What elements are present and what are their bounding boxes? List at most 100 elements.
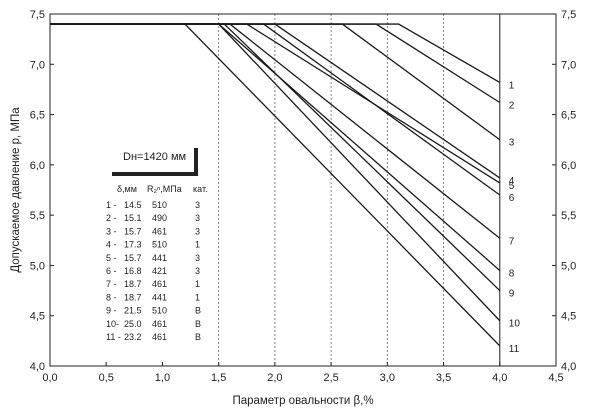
legend-row-8-col-0: 8 -: [106, 292, 117, 302]
x-tick-label-0: 0,0: [42, 372, 57, 384]
series-label-5: 5: [509, 181, 515, 192]
legend-row-1-col-3: 3: [195, 200, 200, 210]
y-tick-label-5: 6,5: [30, 110, 45, 122]
legend-row-9-col-2: 510: [152, 306, 167, 316]
legend-row-3-col-1: 15.7: [124, 226, 142, 236]
legend-row-3-col-0: 3 -: [106, 226, 117, 236]
y-right-tick-label-6: 7,0: [561, 59, 576, 71]
grid: [218, 14, 501, 366]
legend-row-8-col-3: 1: [195, 292, 200, 302]
series-line-11: [50, 23, 501, 347]
x-tick-label-7: 3,5: [436, 372, 451, 384]
legend-row-11-col-1: 23.2: [124, 332, 142, 342]
legend-row-2-col-3: 3: [195, 213, 200, 223]
legend-row-1-col-2: 510: [152, 200, 167, 210]
legend-row-6-col-1: 16.8: [124, 266, 142, 276]
y-tick-label-6: 7,0: [30, 59, 45, 71]
x-tick-label-1: 0,5: [99, 372, 114, 384]
x-tick-label-5: 2,5: [323, 372, 338, 384]
legend-row-6-col-3: 3: [195, 266, 200, 276]
legend-row-5-col-2: 441: [152, 253, 167, 263]
y-ticks: 4,0 4,5 5,0 5,5 6,0 6,5 7,0 7,5: [30, 9, 54, 373]
legend-row-11-col-0: 11 -: [106, 332, 121, 342]
y-axis-label: Допускаемое давление p, МПа: [10, 107, 22, 273]
legend-header: δ,мм R₂ⁿ,МПа кат.: [117, 184, 208, 194]
series-label-3: 3: [509, 138, 515, 149]
series-label-11: 11: [509, 344, 520, 355]
legend-row-9-col-3: В: [195, 306, 201, 316]
legend-row-5-col-0: 5 -: [106, 253, 117, 263]
series-label-6: 6: [509, 193, 515, 204]
legend-row-7-col-3: 1: [195, 279, 200, 289]
legend-row-8-col-1: 18.7: [124, 292, 142, 302]
legend-bracket: [112, 148, 198, 176]
legend-row-11-col-3: В: [195, 332, 201, 342]
y-ticks-right: 4,0 4,5 5,0 5,5 6,0 6,5 7,0 7,5: [552, 9, 576, 373]
legend-row-4-col-3: 1: [195, 240, 200, 250]
y-right-tick-label-1: 4,5: [561, 311, 576, 323]
x-tick-label-8: 4,0: [492, 372, 507, 384]
legend-row-7-col-2: 461: [152, 279, 167, 289]
y-right-tick-label-4: 6,0: [561, 160, 576, 172]
legend-row-8-col-2: 441: [152, 292, 167, 302]
legend-row-10-col-3: В: [195, 319, 201, 329]
y-tick-label-7: 7,5: [30, 9, 45, 21]
y-right-tick-label-2: 5,0: [561, 260, 576, 272]
curve-labels: 1 2 3 456 7 8 9 10 11: [509, 80, 521, 354]
legend: Dн=1420 мм δ,мм R₂ⁿ,МПа кат. 1 - 14.5 510 3 2 …: [106, 148, 208, 342]
legend-row-3-col-3: 3: [195, 226, 200, 236]
series-label-9: 9: [509, 289, 515, 300]
y-tick-label-4: 6,0: [30, 160, 45, 172]
legend-row-9-col-1: 21.5: [124, 306, 142, 316]
legend-row-4-col-1: 17.3: [124, 240, 142, 250]
legend-row-1-col-0: 1 -: [106, 200, 117, 210]
legend-row-1-col-1: 14.5: [124, 200, 142, 210]
legend-header-2: кат.: [193, 184, 208, 194]
legend-row-10-col-2: 461: [152, 319, 167, 329]
legend-row-9-col-0: 9 -: [106, 306, 117, 316]
legend-row-7-col-1: 18.7: [124, 279, 142, 289]
series-label-10: 10: [509, 319, 521, 330]
x-tick-label-3: 1,5: [211, 372, 226, 384]
y-right-tick-label-5: 6,5: [561, 110, 576, 122]
legend-row-4-col-0: 4 -: [106, 240, 117, 250]
legend-row-5-col-3: 3: [195, 253, 200, 263]
plot-frame: [49, 13, 557, 367]
legend-row-4-col-2: 510: [152, 240, 167, 250]
x-tick-label-6: 3,0: [380, 372, 395, 384]
legend-title: Dн=1420 мм: [123, 151, 186, 163]
series-label-4: 4: [509, 176, 515, 187]
legend-row-3-col-2: 461: [152, 226, 167, 236]
legend-row-11-col-2: 461: [152, 332, 167, 342]
series-lines: [50, 23, 501, 347]
series-line-6: [50, 23, 501, 196]
legend-row-2-col-1: 15.1: [124, 213, 142, 223]
legend-header-1: R₂ⁿ,МПа: [147, 184, 182, 194]
x-axis-label: Параметр овальности β,%: [232, 395, 373, 407]
legend-row-10-col-1: 25.0: [124, 319, 142, 329]
y-tick-label-1: 4,5: [30, 311, 45, 323]
legend-rows: 1 - 14.5 510 3 2 - 15.1 490 3 3 - 15.7 461 3 4 - 17.3…: [106, 200, 201, 342]
y-right-tick-label-3: 5,5: [561, 210, 576, 222]
y-tick-label-2: 5,0: [30, 260, 45, 272]
y-tick-label-3: 5,5: [30, 210, 45, 222]
y-right-tick-label-0: 4,0: [561, 361, 576, 373]
x-tick-label-4: 2,0: [267, 372, 282, 384]
legend-row-6-col-2: 421: [152, 266, 167, 276]
legend-row-6-col-0: 6 -: [106, 266, 117, 276]
y-tick-label-0: 4,0: [30, 361, 45, 373]
series-label-7: 7: [509, 236, 515, 247]
series-label-1: 1: [509, 80, 515, 91]
x-ticks: 0,0 0,5 1,0 1,5 2,0 2,5 3,0 3,5 4,0 4,5: [42, 362, 564, 384]
series-label-2: 2: [509, 101, 515, 112]
y-right-tick-label-7: 7,5: [561, 9, 576, 21]
legend-row-2-col-2: 490: [152, 213, 167, 223]
x-tick-label-9: 4,5: [548, 372, 563, 384]
legend-header-0: δ,мм: [117, 184, 137, 194]
legend-row-10-col-0: 10-: [106, 319, 119, 329]
series-label-8: 8: [509, 268, 515, 279]
legend-row-5-col-1: 15.7: [124, 253, 142, 263]
legend-row-7-col-0: 7 -: [106, 279, 117, 289]
legend-row-2-col-0: 2 -: [106, 213, 117, 223]
